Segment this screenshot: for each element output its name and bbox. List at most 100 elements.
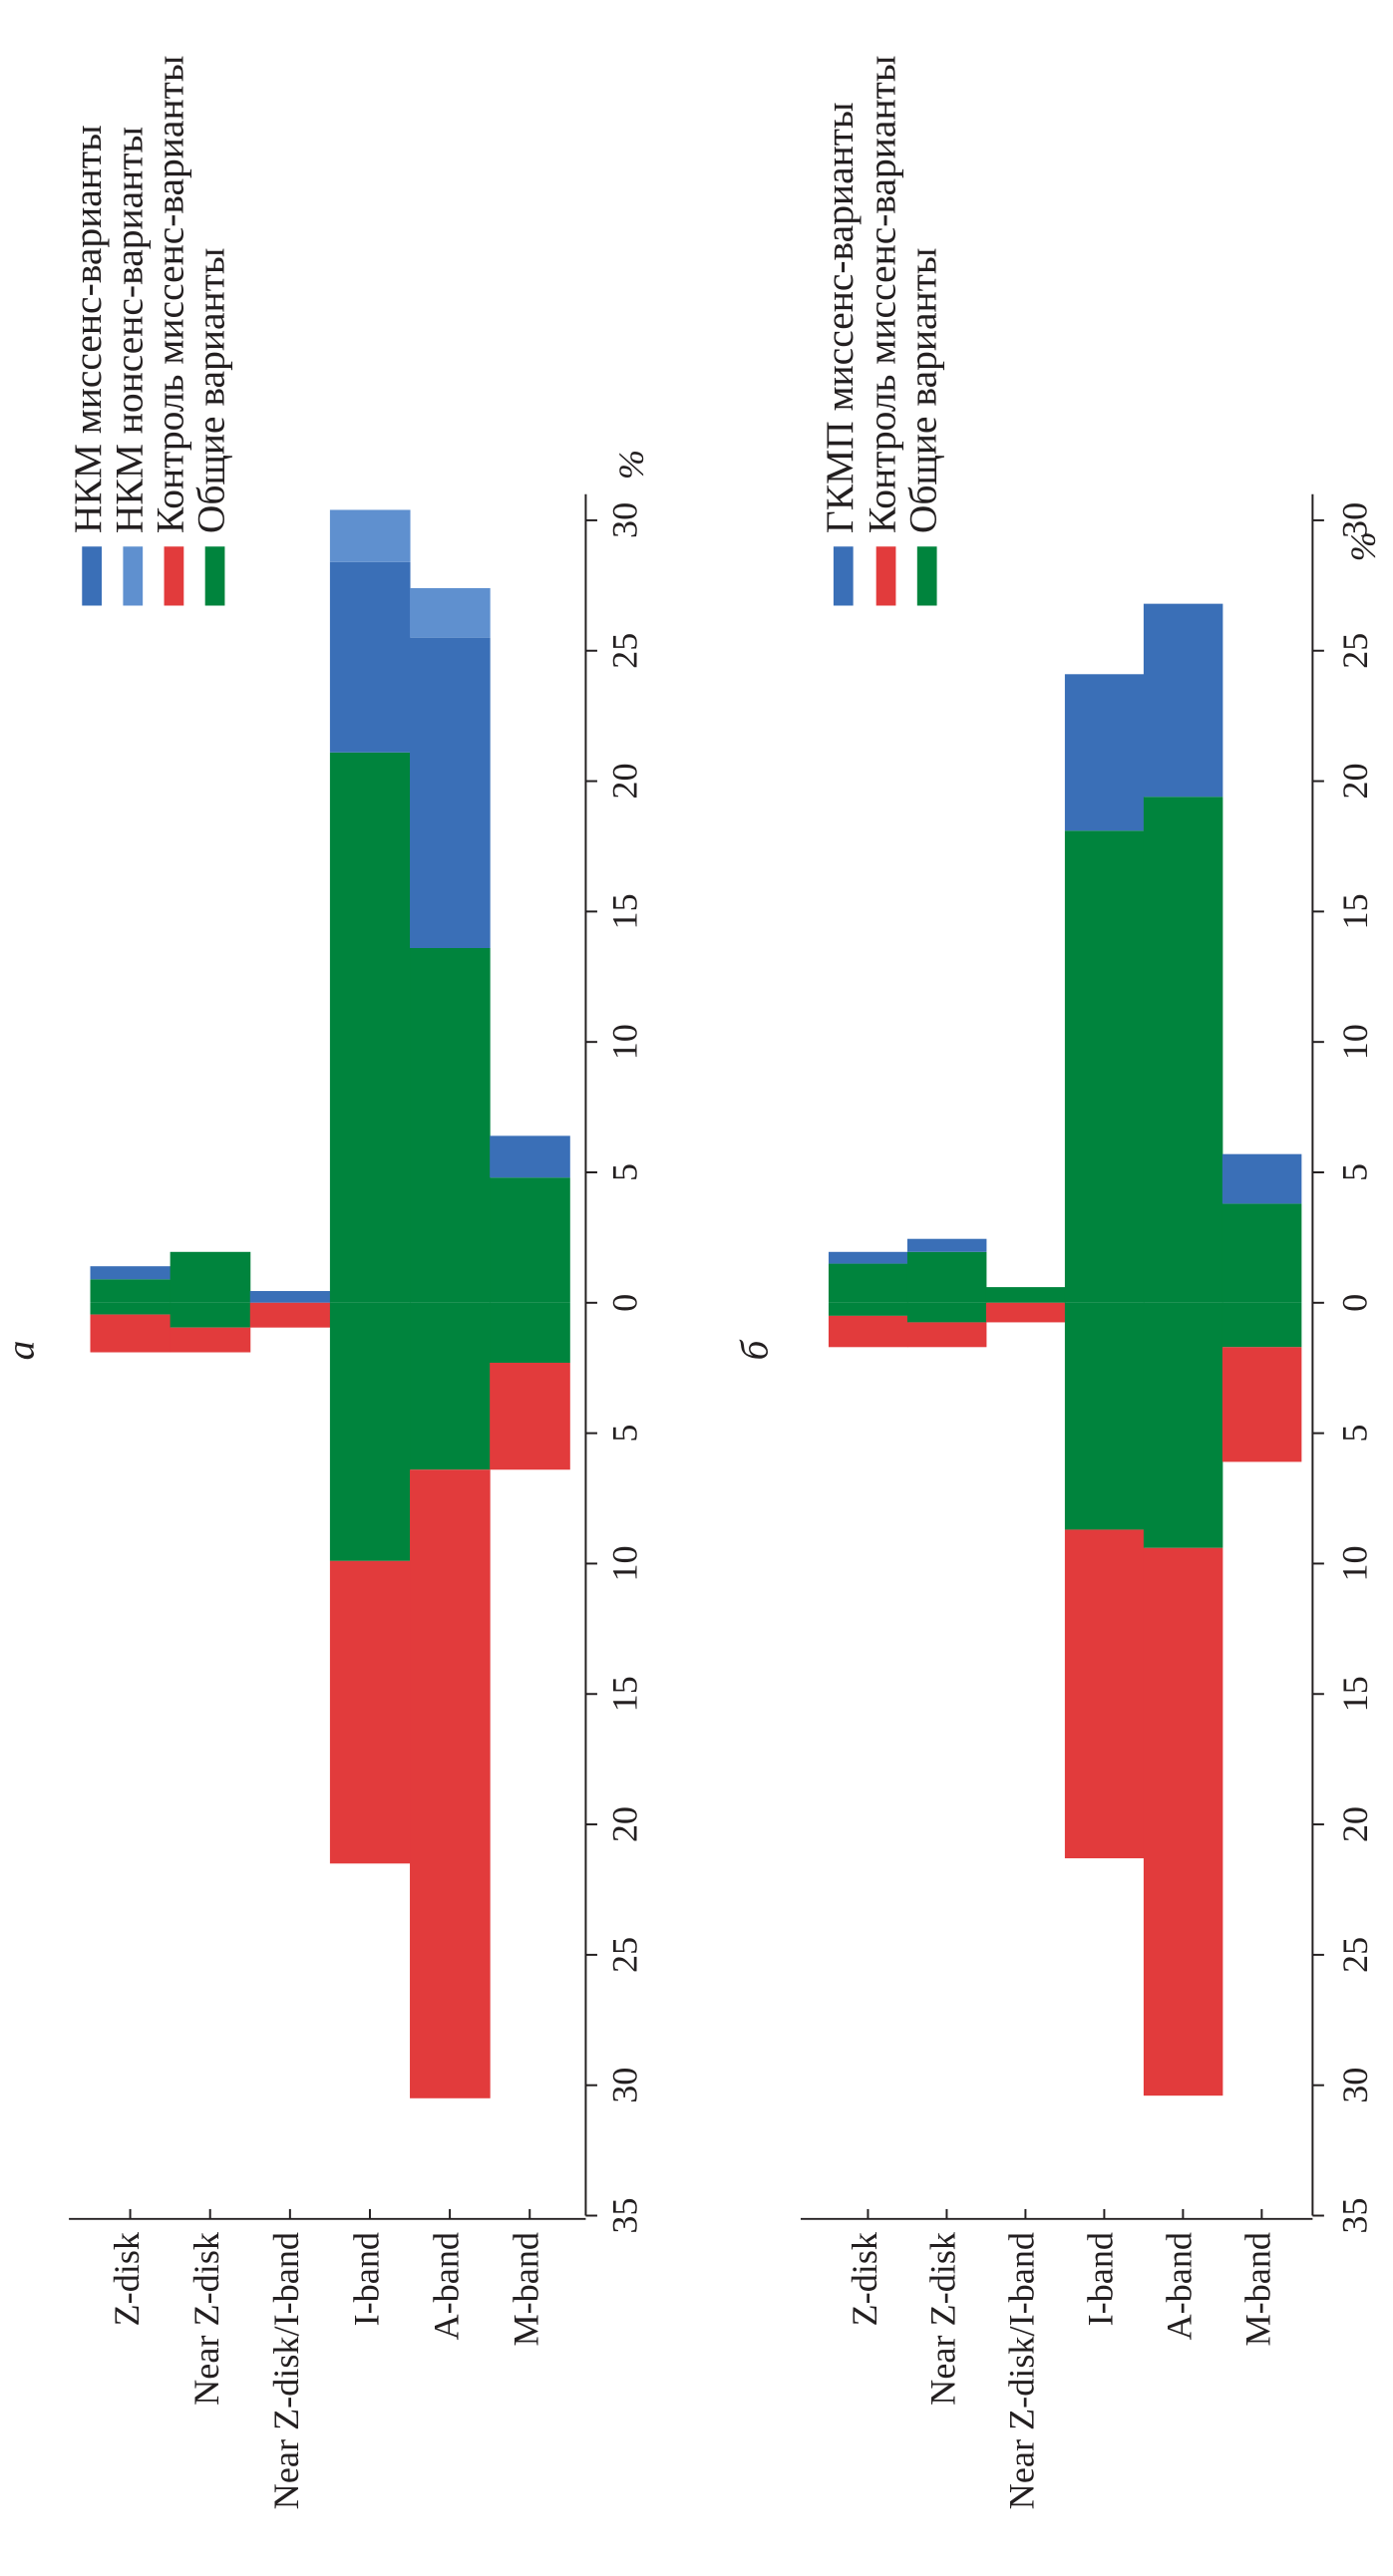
bar-segment [329,1560,411,1864]
bar-segment [828,1251,908,1264]
y-tick-label: 25 [605,1937,645,1973]
bar-segment [906,1251,987,1303]
y-tick-label: 30 [605,2068,645,2103]
bar-segment [90,1266,172,1280]
y-tick-label: 0 [605,1294,645,1312]
y-tick-label: 10 [605,1024,645,1060]
bar-segment [329,561,411,753]
bar-segment [1221,1302,1302,1348]
y-tick-label: 25 [1335,633,1375,669]
y-tick-label: 25 [605,633,645,669]
x-tick-label: A-band [426,2232,466,2341]
bar-segment [1064,674,1145,831]
x-tick-label: Near Z-disk/I-band [1002,2232,1042,2509]
x-tick-label: Z-disk [845,2231,884,2326]
x-tick-label: M-band [1238,2232,1278,2347]
x-tick-label: Near Z-disk [923,2231,963,2406]
x-tick-label: Near Z-disk/I-band [266,2232,306,2509]
bar-segment [329,509,411,562]
bar-segment [906,1302,987,1323]
bar-segment [329,752,411,1303]
panel-label: а [0,1341,43,1361]
bar-segment [1221,1153,1302,1204]
bar-segment [170,1251,251,1303]
panel-label: б [732,1339,776,1360]
bar-segment [1143,603,1223,798]
legend-swatch [123,546,144,606]
bar-segment [410,1302,491,1470]
y-tick-label: 15 [1335,893,1375,929]
y-tick-label: 5 [605,1425,645,1443]
bar-segment [1221,1347,1302,1462]
bar-segment [1064,1529,1145,1859]
y-tick-label: 30 [1335,502,1375,538]
legend-swatch [204,546,225,606]
axis-label: % [611,450,651,480]
bar-segment [490,1302,570,1363]
bar-segment [1064,830,1145,1303]
y-tick-label: 5 [605,1163,645,1181]
bar-segment [985,1302,1066,1323]
legend-swatch [916,546,937,606]
legend-label: НКМ миссенс-варианты [66,125,110,533]
bar-segment [985,1287,1066,1303]
bar-segment [1221,1203,1302,1303]
y-tick-label: 15 [1335,1676,1375,1712]
bar-segment [828,1315,908,1348]
legend-label: Общие варианты [901,248,945,534]
bar-segment [170,1302,251,1328]
x-tick-label: A-band [1160,2232,1200,2341]
y-tick-label: 20 [1335,1806,1375,1842]
bar-segment [1064,1302,1145,1530]
y-tick-label: 20 [605,1806,645,1842]
y-tick-label: 20 [1335,763,1375,799]
y-tick-label: 5 [1335,1425,1375,1443]
y-tick-label: 30 [1335,2068,1375,2103]
y-tick-label: 30 [605,502,645,538]
bar-segment [490,1362,570,1470]
bar-segment [828,1302,908,1316]
y-tick-label: 10 [605,1545,645,1581]
legend-label: НКМ нонсенс-варианты [107,127,151,533]
legend-swatch [833,546,854,606]
bar-segment [410,1469,491,2098]
bar-segment [90,1302,172,1315]
y-tick-label: 15 [605,893,645,929]
y-tick-label: 20 [605,763,645,799]
bar-segment [1143,797,1223,1303]
bar-segment [329,1302,411,1561]
bar-segment [249,1302,331,1328]
bar-segment [1143,1547,1223,2096]
bar-segment [410,587,491,638]
x-tick-label: Z-disk [107,2231,147,2326]
bar-segment [490,1135,570,1178]
y-tick-label: 35 [1335,2197,1375,2233]
bar-segment [410,637,491,948]
bar-segment [410,947,491,1303]
bar-segment [170,1327,251,1353]
x-tick-label: Near Z-disk [186,2231,226,2406]
axis-label: % [1343,531,1383,561]
legend-swatch [82,546,103,606]
y-tick-label: 15 [605,1676,645,1712]
bar-segment [490,1177,570,1303]
bar-segment [90,1314,172,1353]
bar-segment [828,1263,908,1303]
y-tick-label: 5 [1335,1163,1375,1181]
bar-segment [249,1291,331,1303]
y-tick-label: 25 [1335,1937,1375,1973]
y-tick-label: 10 [1335,1024,1375,1060]
x-tick-label: I-band [346,2232,386,2326]
legend-label: Контроль миссенс-варианты [148,56,191,533]
legend-label: Контроль миссенс-варианты [861,56,904,533]
y-tick-label: 10 [1335,1545,1375,1581]
bar-segment [906,1238,987,1252]
y-tick-label: 0 [1335,1294,1375,1312]
bar-segment [1143,1302,1223,1548]
bar-segment [90,1279,172,1303]
legend-label: Общие варианты [189,248,233,534]
x-tick-label: I-band [1081,2232,1121,2326]
bar-segment [906,1322,987,1348]
